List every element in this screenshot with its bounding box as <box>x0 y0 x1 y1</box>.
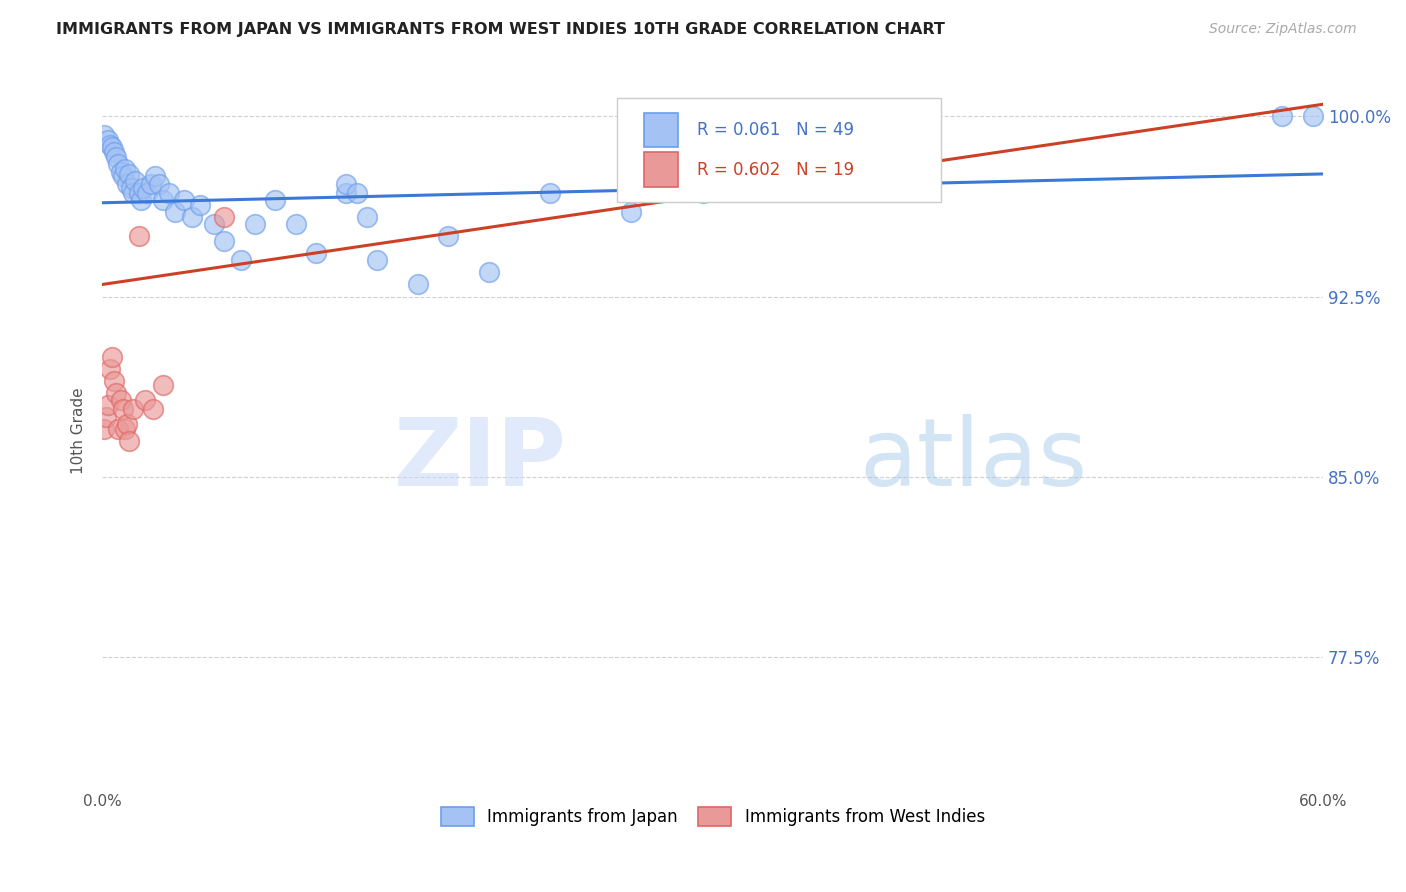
Point <box>139 177 162 191</box>
Text: IMMIGRANTS FROM JAPAN VS IMMIGRANTS FROM WEST INDIES 10TH GRADE CORRELATION CHAR: IMMIGRANTS FROM JAPAN VS IMMIGRANTS FROM… <box>56 22 945 37</box>
Point <box>152 194 174 208</box>
Point <box>157 186 180 201</box>
Point <box>346 186 368 201</box>
Point <box>692 186 714 201</box>
Point <box>152 378 174 392</box>
Point <box>128 186 150 201</box>
Point <box>142 402 165 417</box>
Point <box>335 186 357 201</box>
Point <box>335 177 357 191</box>
Point <box>93 422 115 436</box>
Point <box>620 205 643 219</box>
Point <box>538 186 561 201</box>
Point <box>134 392 156 407</box>
Point <box>107 422 129 436</box>
Point <box>136 186 159 201</box>
Text: R = 0.061   N = 49: R = 0.061 N = 49 <box>697 121 853 139</box>
Point <box>124 174 146 188</box>
Point <box>114 422 136 436</box>
Point <box>478 265 501 279</box>
Point <box>115 177 138 191</box>
Point <box>129 194 152 208</box>
Legend: Immigrants from Japan, Immigrants from West Indies: Immigrants from Japan, Immigrants from W… <box>432 798 993 835</box>
Point <box>148 177 170 191</box>
Point <box>110 392 132 407</box>
Point <box>865 109 887 123</box>
Point <box>264 194 287 208</box>
Point <box>101 140 124 154</box>
FancyBboxPatch shape <box>644 153 679 186</box>
Point <box>118 434 141 448</box>
Point <box>111 169 134 184</box>
Point <box>105 150 128 164</box>
Point <box>173 194 195 208</box>
Point <box>93 128 115 143</box>
Point <box>118 167 141 181</box>
Point <box>143 169 166 184</box>
Point <box>121 402 143 417</box>
Y-axis label: 10th Grade: 10th Grade <box>72 388 86 475</box>
FancyBboxPatch shape <box>644 113 679 147</box>
Point <box>107 157 129 171</box>
Point <box>229 253 252 268</box>
Text: Source: ZipAtlas.com: Source: ZipAtlas.com <box>1209 22 1357 37</box>
Point <box>103 145 125 160</box>
Text: atlas: atlas <box>859 414 1087 506</box>
Point <box>128 229 150 244</box>
Point <box>366 253 388 268</box>
Point <box>132 181 155 195</box>
Point <box>180 210 202 224</box>
Point <box>1271 109 1294 123</box>
Point <box>437 229 460 244</box>
Point <box>243 218 266 232</box>
Point <box>188 198 211 212</box>
Point <box>114 162 136 177</box>
Point <box>121 186 143 201</box>
Point <box>165 205 187 219</box>
Text: R = 0.602   N = 19: R = 0.602 N = 19 <box>697 161 853 178</box>
Point <box>101 350 124 364</box>
Point <box>120 181 142 195</box>
Point <box>97 133 120 147</box>
Point <box>110 164 132 178</box>
FancyBboxPatch shape <box>617 98 941 202</box>
Point <box>96 409 118 424</box>
Point <box>103 374 125 388</box>
Point <box>97 398 120 412</box>
Point <box>406 277 429 292</box>
Point <box>284 218 307 232</box>
Point <box>98 138 121 153</box>
Point <box>98 361 121 376</box>
Point <box>214 210 236 224</box>
Point <box>111 402 134 417</box>
Point <box>202 218 225 232</box>
Point <box>356 210 378 224</box>
Point <box>214 234 236 248</box>
Point <box>305 246 328 260</box>
Text: ZIP: ZIP <box>394 414 567 506</box>
Point <box>115 417 138 431</box>
Point <box>105 385 128 400</box>
Point <box>1302 109 1324 123</box>
